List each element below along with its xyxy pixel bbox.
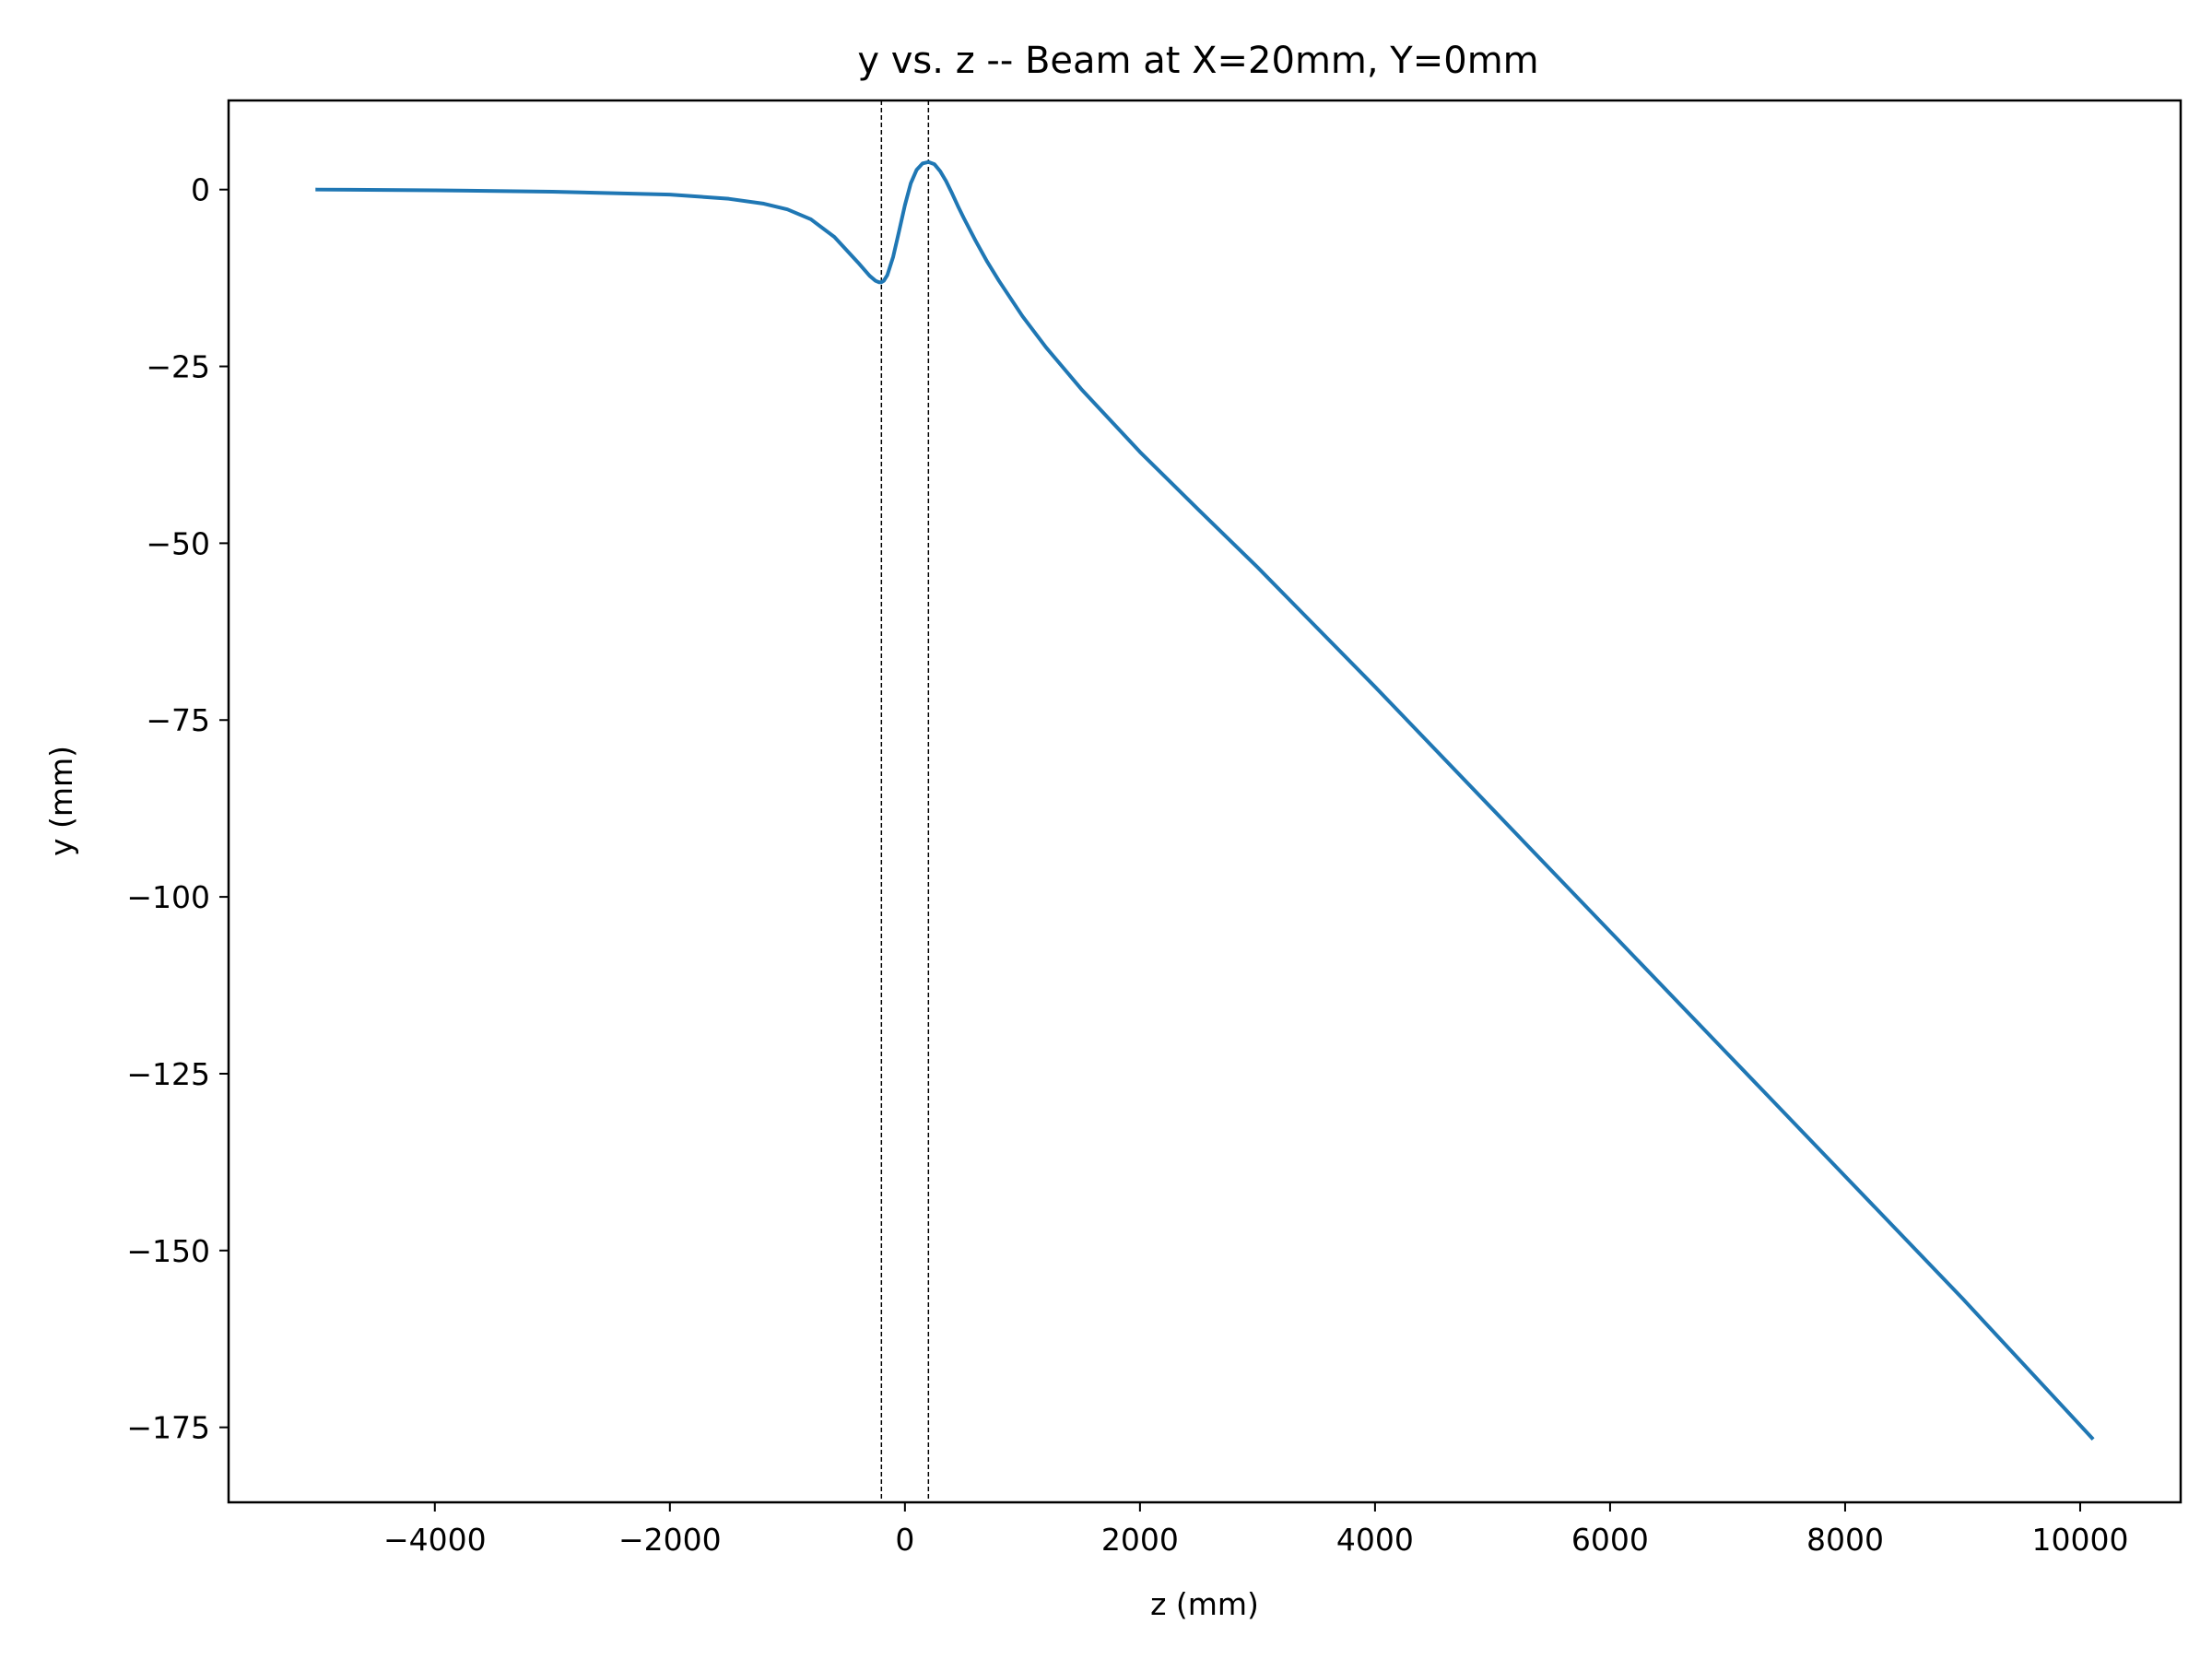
reference-lines (880, 100, 930, 1502)
y-tick-label: −50 (146, 525, 210, 561)
y-axis: 0 −25 −50 −75 −100 −125 −150 −175 (126, 172, 229, 1446)
x-tick-label: 4000 (1336, 1522, 1414, 1558)
series-layer (315, 159, 2095, 1441)
x-axis-label: z (mm) (1150, 1586, 1259, 1622)
y-axis-label: y (mm) (43, 746, 79, 856)
y-tick-label: −175 (126, 1410, 210, 1446)
y-tick-label: −125 (126, 1056, 210, 1092)
x-tick-label: 0 (895, 1522, 914, 1558)
x-tick-label: 2000 (1101, 1522, 1179, 1558)
y-tick-label: −75 (146, 702, 210, 738)
x-tick-label: 10000 (2031, 1522, 2128, 1558)
series-line (315, 159, 2095, 1441)
y-tick-label: −25 (146, 349, 210, 385)
x-axis: −4000 −2000 0 2000 4000 6000 8000 10000 (383, 1502, 2128, 1558)
x-tick-label: −2000 (618, 1522, 722, 1558)
plot-area-frame (227, 99, 2183, 1504)
y-tick-label: 0 (191, 172, 210, 208)
chart-title: y vs. z -- Beam at X=20mm, Y=0mm (857, 40, 1538, 82)
x-tick-label: 8000 (1806, 1522, 1884, 1558)
y-tick-label: −150 (126, 1233, 210, 1269)
x-tick-label: −4000 (383, 1522, 487, 1558)
x-tick-label: 6000 (1571, 1522, 1649, 1558)
y-tick-label: −100 (126, 879, 210, 915)
